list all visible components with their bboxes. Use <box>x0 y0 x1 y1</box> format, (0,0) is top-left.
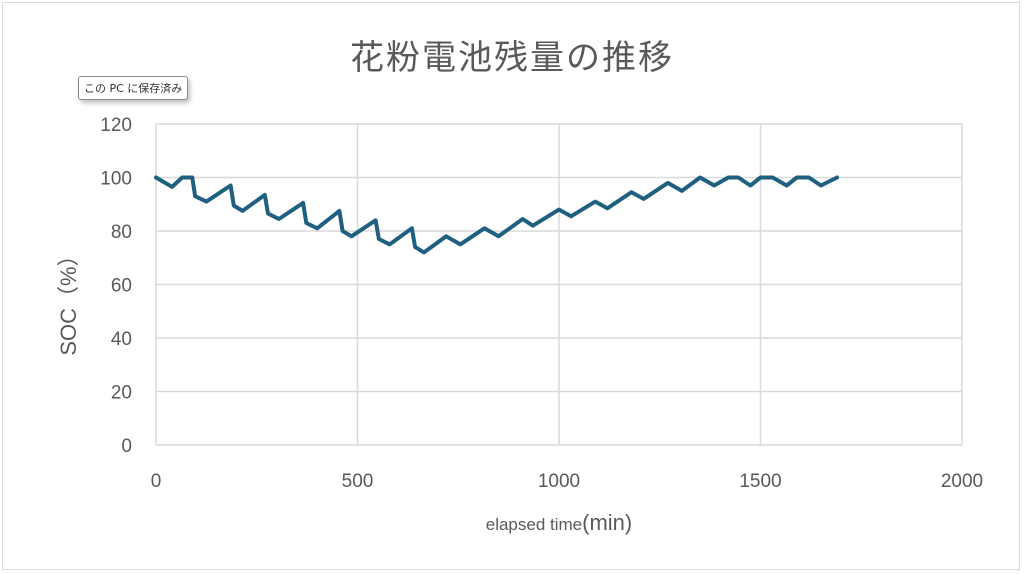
gridlines <box>155 123 963 446</box>
x-axis-label-unit: (min) <box>582 510 632 535</box>
x-tick-label: 2000 <box>941 471 983 492</box>
y-tick-labels: 0 20 40 60 80 100 120 <box>100 115 132 457</box>
x-tick-label: 500 <box>342 471 374 492</box>
y-tick-label: 120 <box>100 115 132 136</box>
chart-title: 花粉電池残量の推移 <box>350 38 674 78</box>
x-tick-label: 1000 <box>538 471 580 492</box>
x-tick-label: 0 <box>151 471 162 492</box>
x-tick-label: 1500 <box>739 471 781 492</box>
y-axis-label: SOC（%） <box>56 244 81 355</box>
y-tick-label: 80 <box>111 222 132 243</box>
y-tick-label: 100 <box>100 169 132 190</box>
y-tick-label: 60 <box>111 276 132 297</box>
x-tick-labels: 0 500 1000 1500 2000 <box>151 471 983 492</box>
y-tick-label: 40 <box>111 329 132 350</box>
series-line <box>154 175 840 255</box>
x-axis-label-main: elapsed time <box>486 515 582 534</box>
y-tick-label: 20 <box>111 383 132 404</box>
x-axis-label: elapsed time(min) <box>486 510 633 535</box>
y-tick-label: 0 <box>121 436 132 457</box>
save-status-tooltip: この PC に保存済み <box>78 76 189 100</box>
